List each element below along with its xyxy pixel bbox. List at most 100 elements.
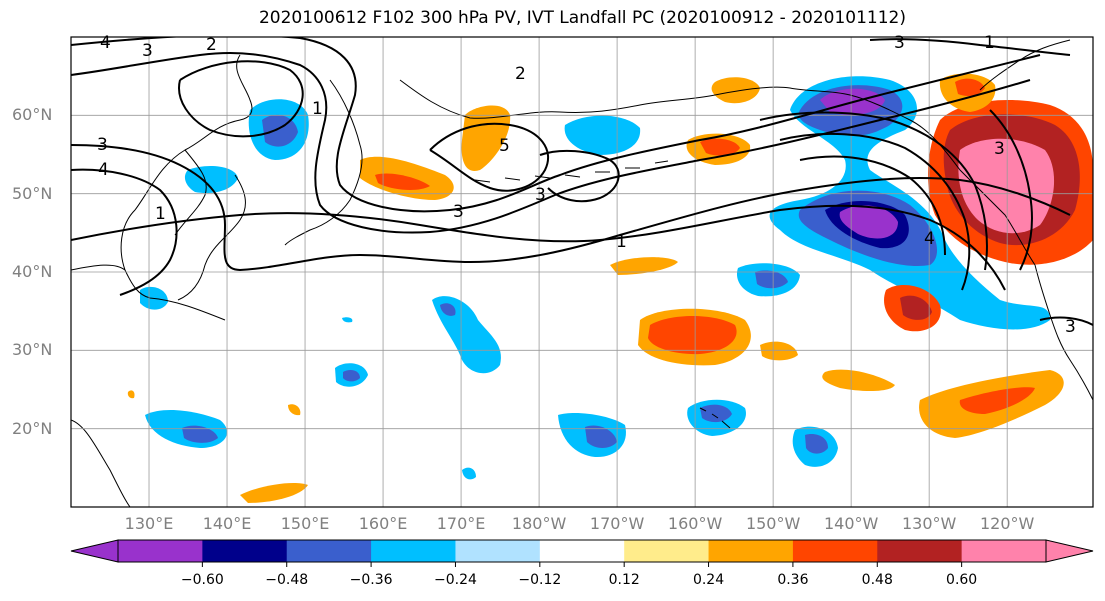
colorbar-tick-label: 0.24 [692, 572, 725, 588]
pv-contour-label: 1 [312, 99, 323, 119]
colorbar-tick-label: −0.60 [180, 572, 224, 588]
colorbar-segment [118, 540, 203, 562]
positive-pc-patch-tiny-b [127, 390, 135, 399]
negative-pc-patch-south-central-core [585, 425, 617, 448]
colorbar-segment [371, 540, 456, 562]
colorbar-segment [202, 540, 288, 562]
colorbar-tick-marks [201, 562, 963, 567]
colorbar-segment [961, 540, 1047, 562]
lon-label: 160°E [358, 514, 408, 533]
negative-pc-region-gulf-alaska [769, 76, 1050, 330]
pv-contour-7 [539, 149, 620, 203]
pv-contour-label: 3 [894, 33, 905, 53]
lat-label: 40°N [12, 262, 53, 281]
pv-contour-label: 4 [100, 33, 111, 53]
negative-pc-patch-japan-sea [184, 166, 238, 194]
colorbar [70, 539, 1094, 567]
pv-contour-label: 3 [994, 139, 1005, 159]
pv-contour-label: 3 [142, 41, 153, 61]
colorbar-segment [539, 540, 625, 562]
positive-pc-patch-hawaii-east [822, 369, 895, 392]
coastline-asia [71, 54, 253, 507]
pv-contour-9 [759, 111, 988, 271]
negative-pc-patch-mid-core [343, 370, 360, 382]
colorbar-segment [708, 540, 794, 562]
negative-pc-patch-hawaii-core [700, 404, 732, 423]
lat-label: 30°N [12, 340, 53, 360]
colorbar-segment [792, 540, 878, 562]
pv-contour-1 [71, 37, 1041, 213]
colorbar-tick-label: 0.48 [861, 572, 893, 588]
colorbar-segments [118, 540, 1047, 562]
pv-contour-label: 1 [984, 33, 995, 53]
pv-contour-14 [869, 38, 1071, 56]
colorbar-segment [455, 540, 541, 562]
lon-label: 150°E [280, 514, 330, 533]
negative-pc-patch-mid-east-core [755, 270, 788, 289]
gridlines [71, 37, 1093, 507]
lon-label: 120°W [979, 514, 1035, 533]
negative-pc-patch-aleutian [564, 115, 641, 155]
pv-contour-4 [71, 168, 178, 296]
coastline-kamchatka [284, 79, 363, 246]
pv-contour-12 [989, 109, 1033, 271]
coastlines [71, 39, 1093, 507]
lon-label: 170°E [436, 514, 486, 533]
pv-contour-10 [779, 132, 971, 291]
lon-label: 130°E [124, 514, 174, 533]
positive-pc-patch-central-north-core [700, 138, 740, 156]
positive-pc-patch-kamchatka-core [375, 173, 430, 190]
lat-label: 20°N [12, 418, 53, 438]
pv-contours [71, 37, 1093, 326]
pv-contour-label: 1 [616, 232, 627, 252]
positive-pc-patch-subtropical-core [648, 316, 737, 355]
negative-pc-south-center [839, 205, 898, 239]
colorbar-extend-min [70, 539, 119, 563]
positive-pc-patch-baja-core [959, 387, 1035, 414]
colorbar-tick-label: 0.36 [777, 572, 809, 588]
pv-contour-label: 3 [97, 135, 108, 155]
lon-label: 140°W [823, 514, 879, 533]
positive-pc-patch-south [240, 483, 308, 503]
pv-contour-6 [429, 122, 550, 192]
positive-pc-patch-bering [461, 105, 511, 171]
positive-pc-patch-gulf-core [955, 78, 985, 96]
pv-contour-label: 3 [535, 185, 546, 205]
lon-label: 140°E [202, 514, 252, 533]
lon-label: 150°W [745, 514, 801, 533]
positive-pc-patch-tiny-a [288, 404, 301, 416]
colorbar-tick-label: 0.12 [608, 572, 640, 588]
colorbar-tick-label: −0.36 [349, 572, 393, 588]
positive-pc-patch-central [760, 341, 798, 361]
colorbar-tick-label: 0.60 [946, 572, 978, 588]
pv-contour-label: 3 [453, 202, 464, 222]
colorbar-tick-label: −0.24 [434, 572, 477, 588]
colorbar-tick-label: −0.48 [265, 572, 309, 588]
coastline-japan [177, 174, 246, 301]
positive-pc-patch-alaska [711, 77, 760, 104]
colorbar-segment [286, 540, 372, 562]
negative-pc-patch-east-south-core [805, 434, 828, 454]
lon-label: 170°W [589, 514, 645, 533]
colorbar-segment [877, 540, 963, 562]
pv-contour-label: 3 [1065, 317, 1076, 337]
negative-pc-patch-tiny-c [462, 467, 476, 480]
pv-contour-5 [71, 204, 1006, 291]
pv-contour-label: 4 [924, 229, 935, 249]
pv-contour-8 [178, 60, 304, 138]
map-title: 2020100612 F102 300 hPa PV, IVT Landfall… [258, 8, 906, 28]
coastline-aleutians [474, 160, 669, 183]
coastline-alaska [399, 79, 1036, 266]
negative-pc-patch-south-west-core [182, 425, 218, 443]
negative-pc-patch-west-pacific-core [440, 303, 456, 316]
pv-contour-label: 4 [98, 160, 109, 180]
colorbar-tick-label: −0.12 [518, 572, 562, 588]
colorbar-extend-max [1045, 539, 1094, 563]
lon-label: 180°W [511, 514, 567, 533]
lon-label: 130°W [901, 514, 957, 533]
pv-contour-11 [799, 155, 946, 256]
pv-contour-label: 2 [515, 64, 526, 84]
colorbar-frame [117, 539, 1047, 563]
map-frame [70, 36, 1094, 508]
